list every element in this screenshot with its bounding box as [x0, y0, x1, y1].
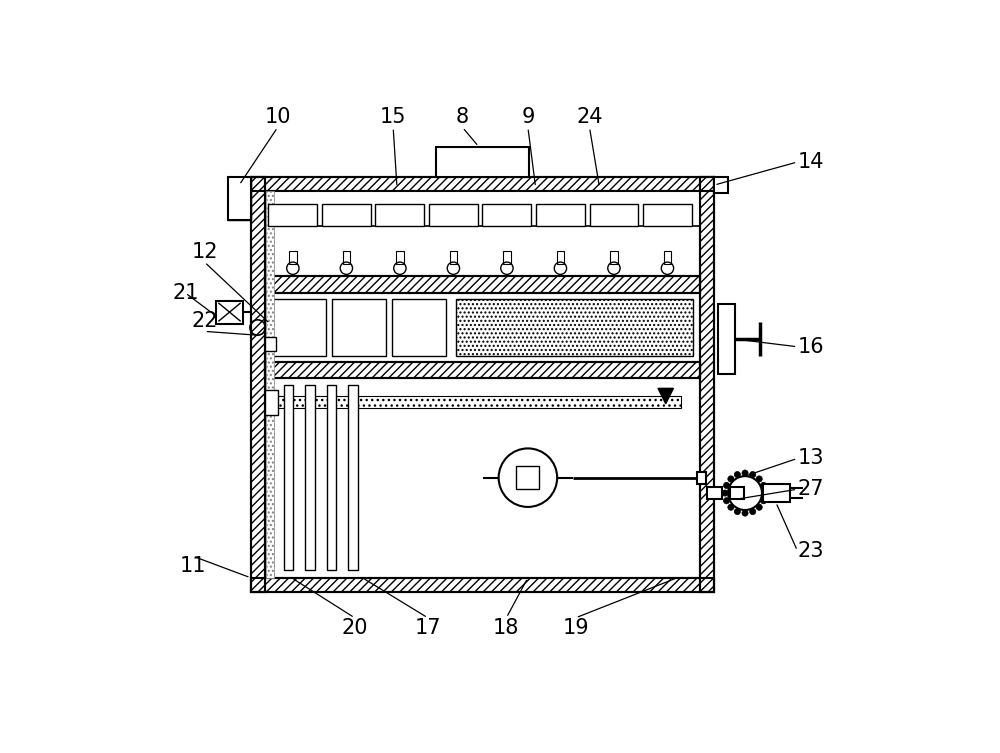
Bar [266, 191, 274, 578]
Bar [327, 386, 336, 570]
Bar [228, 178, 251, 220]
Bar [265, 362, 700, 377]
Circle shape [728, 505, 734, 511]
Bar [700, 178, 714, 592]
Bar [730, 487, 744, 499]
Text: 10: 10 [264, 108, 291, 127]
Text: 23: 23 [797, 541, 824, 561]
Polygon shape [658, 389, 673, 404]
Bar [697, 471, 706, 484]
Bar [216, 300, 243, 324]
Bar [503, 252, 511, 264]
Bar [268, 396, 681, 408]
Bar [289, 252, 297, 264]
Text: 13: 13 [797, 449, 824, 468]
Circle shape [762, 490, 768, 496]
Circle shape [742, 470, 748, 476]
Bar [436, 147, 529, 178]
Bar [456, 299, 693, 356]
Bar [392, 299, 446, 356]
Bar [536, 204, 585, 226]
Text: 8: 8 [456, 108, 469, 127]
Text: 24: 24 [576, 108, 603, 127]
Circle shape [734, 508, 740, 514]
Bar [590, 204, 638, 226]
Bar [343, 252, 350, 264]
Bar [265, 276, 700, 293]
Text: 16: 16 [797, 337, 824, 357]
Text: 15: 15 [380, 108, 406, 127]
Text: 19: 19 [562, 617, 589, 638]
Bar [707, 487, 722, 499]
Bar [265, 191, 700, 226]
Bar [516, 466, 539, 489]
Bar [763, 484, 790, 502]
Circle shape [723, 498, 730, 504]
Circle shape [756, 476, 762, 482]
Text: 14: 14 [797, 152, 824, 172]
Bar [265, 362, 700, 377]
Bar [265, 276, 700, 293]
Bar [251, 578, 714, 592]
Text: 22: 22 [191, 312, 218, 331]
Circle shape [750, 508, 756, 514]
Bar [251, 178, 265, 592]
Bar [251, 178, 714, 191]
Bar [332, 299, 386, 356]
Circle shape [750, 471, 756, 477]
Bar [429, 204, 478, 226]
Bar [305, 386, 315, 570]
Bar [272, 299, 326, 356]
Bar [228, 178, 251, 220]
Bar [322, 204, 371, 226]
Bar [482, 204, 531, 226]
Circle shape [723, 483, 730, 489]
Bar [664, 252, 671, 264]
Bar [396, 252, 404, 264]
Bar [348, 386, 358, 570]
Bar [268, 204, 317, 226]
Text: 27: 27 [797, 479, 824, 499]
Text: 12: 12 [191, 242, 218, 262]
Circle shape [722, 490, 728, 496]
Bar [375, 204, 424, 226]
Bar [251, 578, 714, 592]
Bar [557, 252, 564, 264]
Text: 20: 20 [341, 617, 368, 638]
Text: 17: 17 [415, 617, 441, 638]
Circle shape [756, 505, 762, 511]
Bar [265, 390, 278, 415]
Circle shape [734, 471, 740, 477]
Bar [251, 178, 714, 191]
Circle shape [728, 476, 734, 482]
Bar [450, 252, 457, 264]
Circle shape [760, 498, 767, 504]
Bar [643, 204, 692, 226]
Text: 18: 18 [493, 617, 520, 638]
Bar [714, 178, 728, 193]
Bar [718, 304, 735, 373]
Circle shape [760, 483, 767, 489]
Bar [251, 178, 265, 592]
Text: 21: 21 [172, 283, 198, 303]
Bar [265, 337, 276, 351]
Circle shape [742, 510, 748, 516]
Bar [610, 252, 618, 264]
Bar [700, 178, 714, 592]
Text: 11: 11 [180, 556, 206, 576]
Text: 9: 9 [521, 108, 535, 127]
Bar [284, 386, 293, 570]
